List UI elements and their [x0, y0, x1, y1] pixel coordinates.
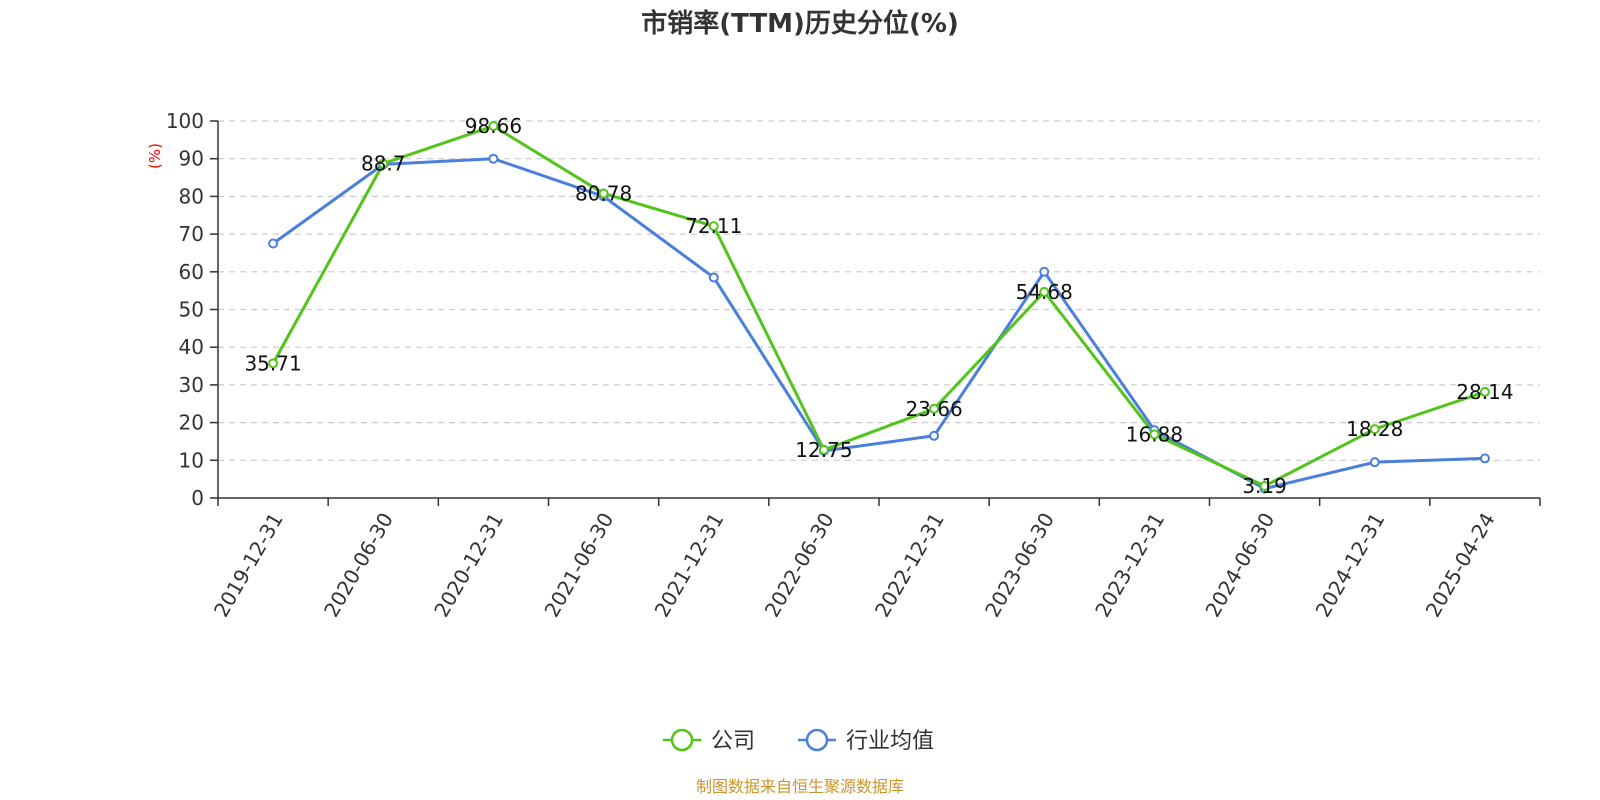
data-point	[268, 238, 279, 249]
data-point	[818, 444, 829, 455]
x-tick-label: 2022-12-31	[870, 508, 949, 621]
data-point	[1369, 457, 1380, 468]
x-tick-label: 2024-06-30	[1200, 509, 1279, 622]
data-label: 12.75	[795, 438, 852, 462]
data-label: 3.19	[1242, 474, 1287, 498]
y-tick-label: 30	[179, 373, 204, 397]
data-source-note: 制图数据来自恒生聚源数据库	[696, 777, 904, 796]
data-point	[1259, 480, 1270, 491]
grid-lines	[218, 120, 1540, 461]
data-point	[708, 221, 719, 232]
legend-label-1: 行业均值	[846, 729, 934, 754]
y-tick-label: 100	[166, 109, 204, 133]
data-label: 28.14	[1456, 380, 1513, 404]
data-label: 80.78	[575, 181, 632, 205]
x-tick-label: 2020-12-31	[429, 508, 508, 621]
y-tick-label: 0	[191, 486, 204, 510]
data-label: 35.71	[244, 351, 301, 375]
data-point	[1479, 453, 1490, 464]
y-axis-label: (%)	[146, 143, 164, 169]
legend-marker-1	[805, 728, 829, 752]
y-tick-label: 50	[179, 298, 204, 322]
data-point	[1149, 429, 1160, 440]
y-tick-labels: 0 10 20 30 40 50 60 70 80 90 100	[166, 109, 204, 510]
x-tick-labels: 2019-12-31 2020-06-30 2020-12-31 2021-06-30…	[209, 508, 1500, 621]
y-tick-label: 20	[179, 411, 204, 435]
x-tick-label: 2020-06-30	[319, 509, 398, 622]
y-tick-label: 70	[179, 222, 204, 246]
data-label: 18.28	[1346, 417, 1403, 441]
axes	[210, 120, 1541, 506]
x-tick-label: 2024-12-31	[1311, 509, 1390, 622]
data-point	[1039, 286, 1050, 297]
data-point	[378, 158, 389, 169]
series-line-0	[271, 124, 1486, 488]
data-point	[268, 358, 279, 369]
data-label: 72.11	[685, 214, 742, 238]
data-point	[488, 121, 499, 132]
y-tick-label: 10	[179, 448, 204, 472]
data-label: 88.7	[361, 152, 406, 176]
x-tick-label: 2025-04-24	[1421, 509, 1500, 622]
x-tick-label: 2021-06-30	[539, 509, 618, 622]
data-labels: 35.71 88.7 98.66 80.78 72.11 12.75 23.66 54.68 1…	[244, 114, 1513, 498]
data-point	[929, 403, 940, 414]
data-point	[488, 153, 499, 164]
data-label: 98.66	[465, 114, 522, 138]
data-point	[929, 430, 940, 441]
chart-title: 市销率(TTM)历史分位(%)	[641, 8, 959, 39]
legend-label-0: 公司	[711, 729, 755, 754]
data-point	[1479, 386, 1490, 397]
data-label: 16.88	[1126, 422, 1183, 446]
y-tick-label: 80	[179, 184, 204, 208]
data-label: 23.66	[905, 397, 962, 421]
data-point	[1039, 266, 1050, 277]
legend: 公司 行业均值	[663, 728, 934, 754]
x-tick-label: 2022-06-30	[760, 509, 839, 622]
y-tick-label: 90	[179, 147, 204, 171]
legend-marker-0	[670, 728, 694, 752]
data-label: 54.68	[1016, 280, 1073, 304]
series-group	[268, 121, 1490, 494]
x-tick-label: 2023-06-30	[980, 509, 1059, 622]
data-point	[1369, 424, 1380, 435]
data-point	[708, 272, 719, 283]
x-tick-label: 2023-12-31	[1090, 509, 1169, 622]
y-tick-label: 40	[179, 335, 204, 359]
x-tick-label: 2019-12-31	[209, 509, 288, 622]
series-line-1	[272, 157, 1485, 491]
y-tick-label: 60	[179, 260, 204, 284]
x-tick-label: 2021-12-31	[650, 509, 729, 622]
data-point	[598, 188, 609, 199]
